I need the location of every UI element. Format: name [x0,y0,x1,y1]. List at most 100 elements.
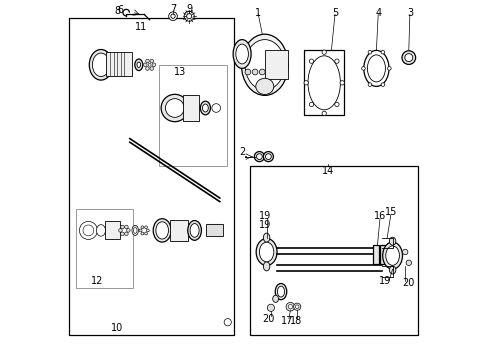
Ellipse shape [266,154,271,159]
Bar [171,220,189,241]
Circle shape [245,69,251,75]
Bar [373,245,379,264]
Ellipse shape [188,220,201,240]
Text: 19: 19 [259,220,271,230]
Ellipse shape [273,295,278,302]
Ellipse shape [89,50,113,80]
Circle shape [166,99,184,117]
Text: 8: 8 [114,6,120,16]
Circle shape [224,319,231,326]
Text: 10: 10 [111,323,123,333]
Ellipse shape [200,101,210,115]
Text: 14: 14 [321,166,334,176]
Ellipse shape [132,225,139,235]
Ellipse shape [390,266,396,274]
Circle shape [304,81,308,85]
Circle shape [126,229,130,232]
Ellipse shape [257,154,262,159]
Circle shape [144,63,147,67]
Text: 11: 11 [134,22,147,32]
Text: 18: 18 [291,316,303,326]
Bar [106,52,132,76]
Circle shape [259,69,265,75]
Ellipse shape [256,239,277,266]
Text: 20: 20 [403,278,415,288]
Ellipse shape [256,78,274,95]
Text: 19: 19 [379,276,392,286]
Circle shape [79,221,98,239]
Circle shape [340,81,344,85]
Circle shape [335,102,339,107]
Circle shape [368,50,372,54]
Text: 7: 7 [170,4,176,14]
Circle shape [141,226,144,229]
Ellipse shape [233,40,251,68]
Ellipse shape [153,219,171,242]
Circle shape [288,305,293,309]
Circle shape [268,304,274,311]
Ellipse shape [263,262,270,271]
Circle shape [148,63,151,66]
Text: 12: 12 [91,276,103,286]
Circle shape [150,67,153,70]
Circle shape [83,225,94,236]
Ellipse shape [242,34,288,95]
Circle shape [294,303,301,310]
Bar [206,224,222,236]
Ellipse shape [97,225,105,236]
Circle shape [286,302,294,311]
Bar [250,166,418,335]
Circle shape [139,229,142,232]
Ellipse shape [405,54,413,62]
Circle shape [146,59,149,63]
Circle shape [141,232,144,235]
Text: 13: 13 [174,67,186,77]
Ellipse shape [275,284,287,300]
Text: 20: 20 [262,314,274,324]
Circle shape [161,94,189,122]
Ellipse shape [245,40,285,90]
Text: 3: 3 [407,8,413,18]
Circle shape [169,12,177,21]
Ellipse shape [386,246,399,265]
Ellipse shape [263,152,273,162]
Ellipse shape [390,237,396,245]
Ellipse shape [383,242,402,269]
Circle shape [368,83,372,86]
Ellipse shape [254,152,265,162]
Bar [265,50,288,79]
Circle shape [121,225,124,229]
Ellipse shape [308,56,341,110]
Text: 1: 1 [255,8,261,18]
Bar [76,209,133,288]
Circle shape [335,59,339,63]
Ellipse shape [402,249,408,255]
Ellipse shape [406,260,412,266]
Text: 5: 5 [332,8,338,18]
Circle shape [362,67,365,70]
Bar [159,65,227,166]
Text: 16: 16 [374,211,386,221]
Bar [183,95,199,121]
Ellipse shape [202,104,208,112]
Circle shape [145,226,147,229]
Circle shape [146,67,149,70]
Text: 4: 4 [375,8,381,18]
Circle shape [119,229,122,232]
Ellipse shape [92,53,110,77]
Circle shape [124,225,128,229]
Ellipse shape [263,233,270,242]
Ellipse shape [277,286,285,297]
Ellipse shape [236,44,248,64]
Circle shape [381,83,385,86]
Circle shape [152,63,156,67]
Circle shape [184,11,194,21]
Circle shape [309,102,314,107]
Circle shape [322,111,326,116]
Circle shape [121,232,124,236]
Circle shape [252,69,258,75]
Ellipse shape [259,242,274,262]
Circle shape [212,104,220,112]
Circle shape [322,50,326,54]
Text: 9: 9 [186,4,192,14]
